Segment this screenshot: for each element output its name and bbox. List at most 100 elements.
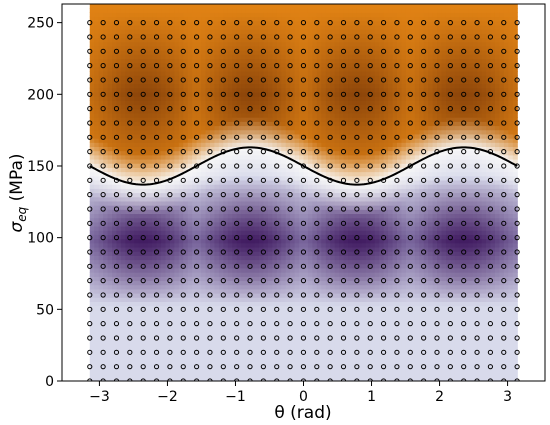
- heatmap-cell: [187, 276, 193, 282]
- heatmap-cell: [223, 29, 229, 34]
- heatmap-cell: [165, 213, 171, 219]
- heatmap-cell: [120, 242, 127, 248]
- heatmap-cell: [303, 230, 309, 235]
- heatmap-cell: [134, 372, 140, 378]
- heatmap-cell: [112, 301, 118, 307]
- heatmap-cell: [254, 255, 260, 261]
- heatmap-cell: [165, 142, 171, 148]
- heatmap-cell: [120, 138, 127, 143]
- heatmap-cell: [196, 129, 202, 135]
- heatmap-cell: [236, 200, 242, 206]
- heatmap-cell: [174, 234, 180, 240]
- heatmap-cell: [214, 364, 220, 370]
- heatmap-cell: [276, 29, 282, 34]
- heatmap-cell: [205, 188, 211, 194]
- heatmap-cell: [276, 33, 282, 39]
- heatmap-cell: [312, 8, 318, 13]
- heatmap-cell: [125, 355, 131, 361]
- heatmap-cell: [120, 301, 127, 307]
- heatmap-cell: [263, 200, 269, 206]
- heatmap-cell: [112, 45, 118, 51]
- heatmap-cell: [236, 217, 242, 223]
- heatmap-cell: [116, 276, 122, 282]
- heatmap-cell: [196, 58, 202, 64]
- heatmap-cell: [312, 196, 318, 202]
- heatmap-cell: [178, 142, 184, 148]
- heatmap-cell: [241, 288, 247, 294]
- heatmap-cell: [294, 24, 300, 30]
- heatmap-cell: [276, 163, 282, 168]
- heatmap-cell: [143, 313, 149, 319]
- heatmap-cell: [312, 108, 318, 114]
- heatmap-cell: [299, 138, 305, 143]
- heatmap-cell: [125, 146, 131, 152]
- heatmap-cell: [125, 75, 131, 80]
- heatmap-cell: [174, 133, 180, 139]
- heatmap-cell: [209, 255, 216, 261]
- heatmap-cell: [290, 100, 296, 106]
- heatmap-cell: [134, 267, 140, 273]
- heatmap-cell: [303, 293, 309, 298]
- heatmap-cell: [236, 62, 242, 68]
- heatmap-cell: [281, 326, 287, 332]
- heatmap-cell: [147, 16, 153, 22]
- heatmap-cell: [263, 280, 269, 286]
- heatmap-cell: [183, 360, 189, 365]
- heatmap-cell: [129, 133, 135, 139]
- heatmap-cell: [267, 326, 273, 332]
- heatmap-cell: [156, 188, 162, 194]
- heatmap-cell: [254, 339, 260, 344]
- heatmap-cell: [321, 171, 327, 177]
- heatmap-cell: [134, 100, 140, 106]
- heatmap-cell: [241, 255, 247, 261]
- heatmap-cell: [183, 205, 189, 210]
- heatmap-cell: [299, 200, 305, 206]
- heatmap-cell: [218, 96, 224, 101]
- heatmap-cell: [116, 217, 122, 223]
- heatmap-cell: [147, 41, 153, 47]
- heatmap-cell: [258, 288, 265, 294]
- heatmap-cell: [174, 246, 180, 252]
- heatmap-cell: [147, 305, 153, 311]
- heatmap-cell: [254, 83, 260, 89]
- heatmap-cell: [116, 167, 122, 173]
- heatmap-cell: [94, 263, 100, 269]
- heatmap-cell: [209, 71, 216, 76]
- heatmap-cell: [187, 50, 193, 55]
- heatmap-cell: [116, 322, 122, 328]
- heatmap-cell: [263, 117, 269, 122]
- heatmap-cell: [183, 129, 189, 135]
- heatmap-cell: [250, 209, 256, 215]
- heatmap-cell: [272, 242, 278, 248]
- heatmap-cell: [201, 209, 207, 215]
- heatmap-cell: [241, 280, 247, 286]
- heatmap-cell: [250, 104, 256, 110]
- heatmap-cell: [254, 66, 260, 72]
- heatmap-cell: [258, 184, 265, 189]
- heatmap-cell: [321, 104, 327, 110]
- heatmap-cell: [307, 184, 314, 189]
- heatmap-cell: [214, 355, 220, 361]
- heatmap-cell: [263, 54, 269, 60]
- heatmap-cell: [334, 343, 340, 349]
- heatmap-cell: [187, 24, 193, 30]
- heatmap-cell: [201, 200, 207, 206]
- heatmap-cell: [156, 351, 162, 357]
- heatmap-cell: [201, 301, 207, 307]
- heatmap-cell: [267, 372, 273, 378]
- heatmap-cell: [325, 167, 331, 173]
- heatmap-cell: [116, 29, 122, 34]
- heatmap-cell: [236, 376, 242, 381]
- heatmap-cell: [330, 83, 336, 89]
- heatmap-cell: [290, 121, 296, 127]
- heatmap-cell: [112, 368, 118, 374]
- heatmap-cell: [103, 142, 109, 148]
- heatmap-cell: [241, 16, 247, 22]
- heatmap-cell: [112, 288, 118, 294]
- heatmap-cell: [236, 50, 242, 55]
- heatmap-cell: [227, 8, 233, 13]
- heatmap-cell: [316, 251, 322, 256]
- heatmap-cell: [241, 96, 247, 101]
- heatmap-cell: [303, 376, 309, 381]
- heatmap-cell: [258, 238, 265, 244]
